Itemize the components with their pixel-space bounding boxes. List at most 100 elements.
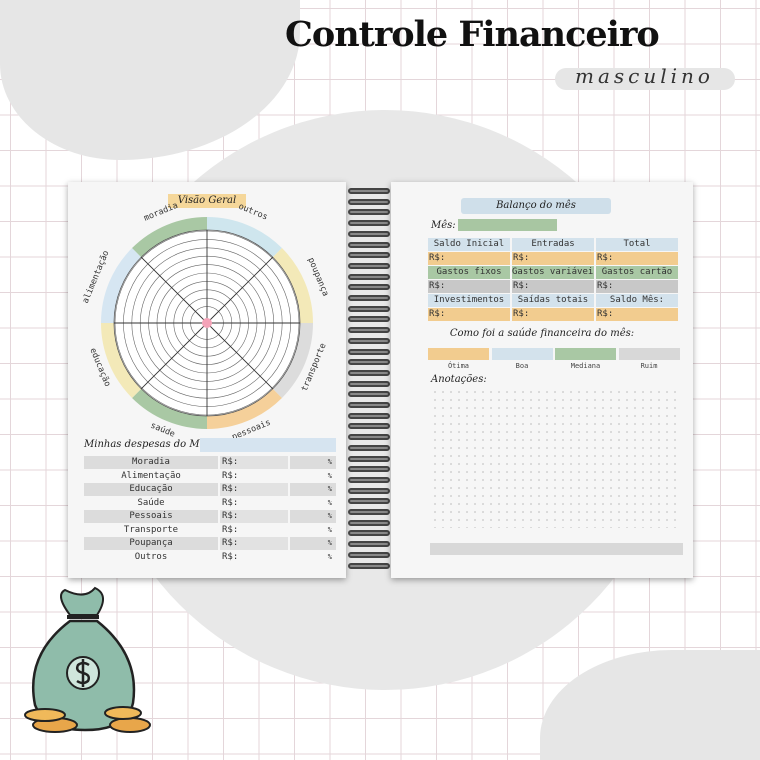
expense-amount[interactable]: R$:: [220, 456, 288, 469]
expense-percent[interactable]: %: [327, 552, 332, 561]
spiral-coil: [348, 551, 390, 558]
spiral-coil: [348, 476, 390, 483]
health-level-box[interactable]: [555, 348, 616, 360]
expense-category: Educação: [84, 483, 218, 496]
decorative-blob: [540, 650, 760, 760]
balance-header: Saídas totais: [512, 294, 594, 307]
wheel-segment-label: moradia: [143, 201, 180, 224]
balance-header: Investimentos: [428, 294, 510, 307]
page-subtitle: masculino: [575, 64, 714, 88]
health-level-box[interactable]: [428, 348, 489, 360]
spiral-coil: [348, 391, 390, 398]
left-page: Visão Geral outros poupança transporte pess…: [68, 182, 346, 578]
spiral-coil: [348, 519, 390, 526]
balance-header: Gastos cartão: [596, 266, 678, 279]
spiral-coil: [348, 444, 390, 451]
balance-header: Saldo Inicial: [428, 238, 510, 251]
wheel-center: [202, 318, 212, 328]
balance-value-field[interactable]: R$:: [596, 280, 678, 293]
page-title: Controle Financeiro: [285, 14, 660, 55]
balance-header: Gastos fixos: [428, 266, 510, 279]
expense-percent[interactable]: %: [327, 525, 332, 534]
expense-category: Saúde: [137, 497, 165, 508]
expense-percent[interactable]: %: [290, 510, 336, 523]
spiral-coil: [348, 337, 390, 344]
wheel-spoke: [140, 322, 208, 390]
health-level-label: Mediana: [570, 362, 601, 370]
balance-header: Saldo Mês:: [596, 294, 678, 307]
spiral-coil: [348, 562, 390, 569]
expense-amount[interactable]: R$:: [220, 510, 288, 523]
balance-header: Total: [596, 238, 678, 251]
wheel-segment-rim: [132, 217, 207, 258]
spiral-coil: [348, 402, 390, 408]
spiral-coil: [348, 369, 390, 376]
health-level-box[interactable]: [618, 348, 680, 360]
spiral-coil: [348, 359, 390, 366]
spiral-coil: [348, 241, 390, 248]
expense-category: Moradia: [84, 456, 218, 469]
health-label: Como foi a saúde financeira do mês:: [449, 328, 635, 339]
expense-row[interactable]: Transporte R$:%: [84, 524, 336, 537]
balance-title: Balanço do mês: [461, 198, 611, 214]
expense-amount[interactable]: R$:: [222, 551, 239, 562]
expense-percent[interactable]: %: [290, 456, 336, 469]
wheel-segment-rim: [272, 248, 313, 323]
spiral-coil: [348, 316, 390, 323]
expense-row[interactable]: Educação R$:%: [84, 483, 336, 496]
spiral-coil: [348, 348, 390, 355]
spiral-coil: [348, 498, 390, 505]
notes-dot-grid[interactable]: [431, 388, 681, 528]
spiral-coil: [348, 198, 390, 205]
expense-row[interactable]: Saúde R$:%: [84, 497, 336, 510]
spiral-coil: [348, 295, 390, 301]
overview-wheel: outrospoupançatransportepessoaissaúdeedu…: [81, 201, 331, 442]
month-field[interactable]: [458, 219, 557, 231]
spiral-coil: [348, 487, 390, 494]
expense-amount[interactable]: R$:: [222, 524, 239, 535]
expense-row[interactable]: Pessoais R$:%: [84, 510, 336, 523]
health-level-label: Ruim: [640, 362, 658, 370]
expenses-total-field[interactable]: [200, 438, 336, 452]
balance-value-field[interactable]: R$:: [512, 308, 594, 321]
balance-value-field[interactable]: R$:: [512, 252, 594, 265]
balance-value-field[interactable]: R$:: [512, 280, 594, 293]
spiral-coil: [348, 380, 390, 387]
expense-percent[interactable]: %: [327, 498, 332, 507]
expense-amount[interactable]: R$:: [222, 497, 239, 508]
expense-category: Alimentação: [121, 470, 181, 481]
expense-percent[interactable]: %: [290, 483, 336, 496]
expenses-label: Minhas despesas do Mês :: [84, 439, 218, 450]
balance-value-field[interactable]: R$:: [596, 308, 678, 321]
spiral-coil: [348, 434, 390, 441]
expense-row[interactable]: Alimentação R$:%: [84, 470, 336, 483]
expense-row[interactable]: Outros R$:%: [84, 551, 336, 564]
spiral-coil: [348, 541, 390, 548]
expense-amount[interactable]: R$:: [220, 537, 288, 550]
balance-value-field[interactable]: R$:: [428, 252, 510, 265]
expense-row[interactable]: Poupança R$:%: [84, 537, 336, 550]
spiral-coil: [348, 262, 390, 269]
balance-header: Entradas: [512, 238, 594, 251]
expense-amount[interactable]: R$:: [222, 470, 239, 481]
expense-amount[interactable]: R$:: [220, 483, 288, 496]
decorative-blob: [0, 0, 300, 160]
balance-value-field[interactable]: R$:: [596, 252, 678, 265]
health-level-box[interactable]: [491, 348, 553, 360]
month-label: Mês:: [431, 220, 456, 231]
wheel-title: Visão Geral: [168, 194, 246, 208]
wheel-spoke: [206, 256, 274, 324]
spiral-coil: [348, 230, 390, 237]
spiral-coil: [348, 305, 390, 312]
expense-row[interactable]: Moradia R$:%: [84, 456, 336, 469]
spiral-coil: [348, 284, 390, 291]
spiral-coil: [348, 530, 390, 537]
balance-value-field[interactable]: R$:: [428, 280, 510, 293]
health-level-label: Boa: [515, 362, 529, 370]
spiral-coil: [348, 423, 390, 430]
expense-percent[interactable]: %: [327, 471, 332, 480]
expense-category: Poupança: [84, 537, 218, 550]
expense-percent[interactable]: %: [290, 537, 336, 550]
spiral-coil: [348, 273, 390, 280]
balance-value-field[interactable]: R$:: [428, 308, 510, 321]
